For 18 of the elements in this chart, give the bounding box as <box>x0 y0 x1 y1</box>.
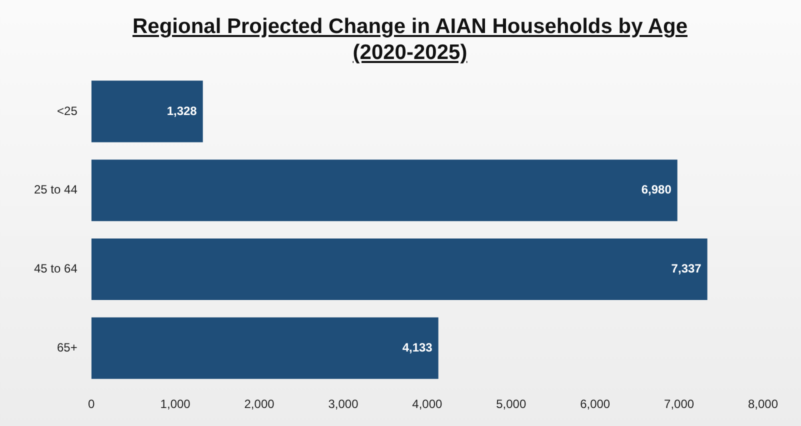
data-label: 6,980 <box>641 182 672 197</box>
y-tick-label: <25 <box>57 104 78 118</box>
x-tick-label: 7,000 <box>664 397 694 412</box>
data-label: 4,133 <box>402 340 433 354</box>
x-tick-label: 0 <box>88 397 96 412</box>
data-label: 1,328 <box>166 104 198 118</box>
x-tick-label: 4,000 <box>412 397 443 412</box>
y-tick-label: 65+ <box>57 340 78 354</box>
data-label: 7,337 <box>671 262 702 276</box>
y-tick-label: 25 to 44 <box>34 182 78 197</box>
x-tick-label: 5,000 <box>496 397 526 412</box>
x-tick-label: 1,000 <box>160 397 191 412</box>
x-tick-label: 8,000 <box>748 397 778 412</box>
x-tick-label: 2,000 <box>244 397 275 412</box>
x-tick-label: 3,000 <box>328 397 359 412</box>
y-tick-label: 45 to 64 <box>34 262 78 276</box>
chart-title: Regional Projected Change in AIAN Households by Age (2020-2025) <box>131 14 688 66</box>
x-tick-label: 6,000 <box>580 397 610 412</box>
